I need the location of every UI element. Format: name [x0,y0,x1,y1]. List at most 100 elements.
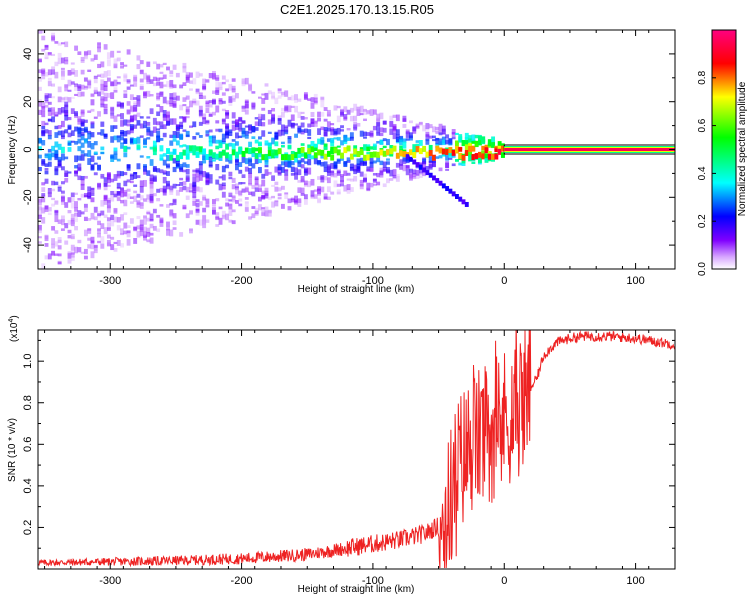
spectrogram-cell [146,74,151,81]
spectrogram-cell [64,172,69,177]
spectrogram-cell [340,129,344,132]
spectrogram-cell [60,42,65,45]
spectrogram-cell [74,155,79,163]
spectrogram-cell [382,127,387,133]
spectrogram-cell [228,211,233,216]
spectrogram-cell [143,235,147,238]
spectrogram-cell [261,107,266,111]
spectrogram-cell [166,165,170,169]
spectrogram-cell [185,106,190,113]
spectrogram-cell [152,225,157,231]
spectrogram-cell [346,157,351,161]
spectrogram-cell [159,64,164,68]
spectrogram-cell [330,171,335,176]
spectrogram-cell [93,244,98,251]
spectrogram-cell [120,62,124,66]
spectrogram-cell [261,179,266,187]
spectrogram-cell [51,69,56,75]
spectrogram-cell [303,94,308,100]
spectrogram-cell [60,198,65,205]
spectrogram-cell [169,210,174,218]
y-tick-label: 0.2 [22,520,34,535]
spectrogram-cell [376,132,381,136]
spectrogram-cell [57,96,62,103]
spectrogram-cell [106,222,111,229]
spectrogram-cell [156,214,161,218]
spectrogram-cell [169,185,174,191]
spectrogram-cell [106,206,111,213]
spectrogram-cell [307,144,312,148]
spectrogram-cell [54,253,59,256]
snr-y-ticks: 0.20.40.60.81.0 [22,339,675,549]
spectrogram-cell [379,132,384,137]
spectrogram-cell [353,121,358,129]
spectrogram-cell [93,245,98,248]
spectrogram-cell [212,204,216,208]
spectrogram-cell [254,210,259,216]
spectrogram-cell [267,109,272,115]
spectrogram-cell [231,220,236,225]
x-tick-label: -300 [99,575,121,587]
spectrogram-cell [257,147,262,154]
spectrogram-cell [208,135,213,143]
spectrogram-cell [64,84,69,92]
spectrogram-cell [333,164,338,170]
spectrogram-cell [116,186,121,190]
spectrogram-cell [146,194,151,200]
spectrogram-cell [251,191,256,197]
spectrogram-cell [70,218,75,224]
spectrogram-cell [425,139,430,145]
spectrogram-cell [159,204,164,207]
spectrogram-cell [113,241,118,245]
spectrogram-cell [129,138,134,144]
spectrogram-cell [169,103,174,107]
spectrogram-cell [261,190,266,194]
spectrogram-cell [143,139,147,145]
spectrogram-cell [212,198,216,204]
spectrogram-cell [80,175,85,181]
spectrogram-cell [215,153,220,160]
spectrogram-cell [159,145,164,152]
spectrogram-cell [363,131,367,137]
spectrogram-cell [435,129,440,133]
spectrogram-cell [77,167,82,172]
spectrogram-cell [123,152,128,158]
spectrogram-cell [326,164,331,171]
spectrogram-cell [70,233,75,239]
spectrogram-cell [405,138,410,141]
spectrogram-cell [126,119,131,123]
spectrogram-cell [139,195,144,201]
spectrogram-cell [290,122,295,129]
spectrogram-cell [221,75,226,80]
spectrogram-cell [149,178,154,185]
spectrogram-cell [244,186,249,192]
spectrogram-cell [64,112,69,117]
spectrogram-cell [435,178,440,184]
spectrogram-cell [123,93,128,99]
spectrogram-cell [277,168,282,175]
spectrogram-cell [212,152,216,159]
spectrogram-cell [386,138,390,146]
spectrogram-cell [218,87,223,91]
spectrogram-cell [464,143,469,151]
spectrogram-cell [349,178,354,181]
spectrogram-cell [64,104,69,108]
spectrogram-cell [152,165,157,172]
spectrogram-cell [228,154,233,161]
spectrogram-cell [225,126,230,134]
spectrogram-cell [241,127,246,134]
spectrogram-cell [369,182,374,188]
spectrogram-cell [47,109,52,116]
spectrogram-cell [54,41,59,44]
spectrogram-cell [44,95,49,102]
spectrogram-cell [129,115,134,121]
spectrogram-cell [340,108,344,112]
spectrogram-cell [87,238,92,241]
spectrogram-cell [74,201,79,209]
spectrogram-cell [152,61,157,65]
spectrogram-cell [149,213,154,221]
spectrogram-cell [280,111,285,118]
spectrogram-cell [97,228,101,232]
spectrogram-cell [461,154,466,161]
spectrogram-cell [110,112,115,116]
